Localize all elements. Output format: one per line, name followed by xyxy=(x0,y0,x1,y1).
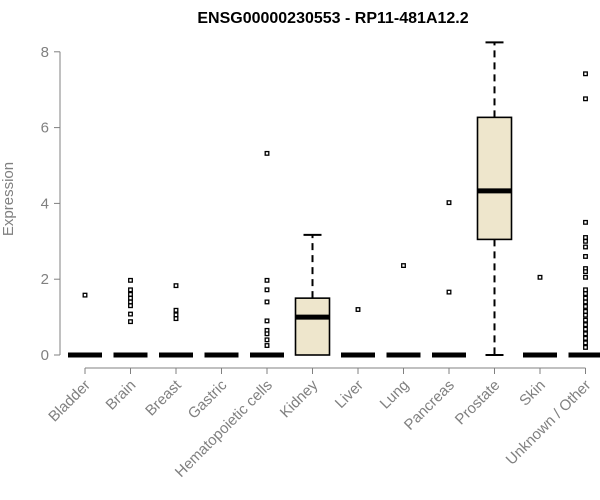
y-axis-label: Expression xyxy=(0,162,17,236)
y-tick-label: 8 xyxy=(41,44,49,61)
outlier-point xyxy=(583,96,588,102)
box-11 xyxy=(568,71,600,358)
outlier-point xyxy=(173,312,179,318)
x-tick-label: Brain xyxy=(103,377,140,414)
outlier-point xyxy=(583,238,588,244)
outlier-point xyxy=(264,343,270,348)
box-2 xyxy=(159,283,193,358)
box-8 xyxy=(432,200,466,358)
box-5 xyxy=(294,233,331,356)
x-tick-label: Pancreas xyxy=(401,377,458,434)
box-9 xyxy=(476,41,513,356)
y-tick-label: 0 xyxy=(41,347,49,364)
outlier-point xyxy=(583,71,588,77)
outlier-point xyxy=(128,277,133,283)
outlier-point xyxy=(583,295,588,301)
x-tick-label: Skin xyxy=(516,377,549,410)
outlier-point xyxy=(264,150,270,156)
x-tick-label: Breast xyxy=(142,376,185,419)
outlier-point xyxy=(583,344,588,350)
x-tick-label: Unknown / Other xyxy=(503,377,595,469)
outlier-point xyxy=(173,316,179,322)
box-body xyxy=(476,116,513,241)
outlier-point xyxy=(173,283,179,289)
outlier-point xyxy=(583,291,588,297)
outlier-point xyxy=(583,235,588,240)
boxes xyxy=(68,41,600,358)
x-tick-label: Bladder xyxy=(45,377,94,426)
outlier-point xyxy=(583,308,588,314)
x-tick-label: Prostate xyxy=(452,377,504,429)
outlier-point xyxy=(173,307,179,313)
outlier-point xyxy=(583,219,588,225)
x-tick-label: Kidney xyxy=(277,376,322,421)
box-7 xyxy=(386,263,421,358)
outlier-point xyxy=(583,317,588,323)
outlier-point xyxy=(264,331,270,337)
outlier-point xyxy=(128,319,133,325)
x-tick-label: Lung xyxy=(377,377,413,413)
box-0 xyxy=(68,292,102,358)
outlier-point xyxy=(583,254,588,259)
outlier-point xyxy=(583,340,588,346)
outlier-point xyxy=(264,287,270,293)
chart-title: ENSG00000230553 - RP11-481A12.2 xyxy=(197,10,468,27)
outlier-point xyxy=(264,318,270,324)
outlier-point xyxy=(583,287,588,293)
outlier-point xyxy=(583,335,588,341)
outlier-point xyxy=(264,299,270,305)
box-6 xyxy=(341,307,375,358)
outlier-point xyxy=(446,289,452,295)
x-tick-label: Liver xyxy=(332,377,367,412)
outlier-point xyxy=(128,287,133,293)
y-tick-label: 4 xyxy=(41,195,49,212)
outlier-point xyxy=(583,274,588,280)
outlier-point xyxy=(128,311,133,317)
outlier-point xyxy=(583,244,588,250)
box-body xyxy=(294,297,331,356)
box-10 xyxy=(523,274,557,358)
outlier-point xyxy=(82,292,88,298)
outlier-point xyxy=(355,307,361,312)
outlier-point xyxy=(401,263,406,269)
outlier-point xyxy=(264,337,270,343)
box-1 xyxy=(113,277,148,358)
outlier-point xyxy=(128,299,133,305)
box-4 xyxy=(250,150,284,358)
y-tick-label: 2 xyxy=(41,271,49,288)
outlier-point xyxy=(446,200,452,206)
outlier-point xyxy=(583,299,588,305)
outlier-point xyxy=(583,269,588,275)
outlier-point xyxy=(128,303,133,309)
y-axis: 0 2 4 6 8 xyxy=(41,44,61,364)
y-tick-label: 6 xyxy=(41,120,49,137)
outlier-point xyxy=(583,304,588,309)
outlier-point xyxy=(583,326,588,332)
outlier-point xyxy=(583,322,588,328)
outlier-point xyxy=(583,331,588,337)
outlier-point xyxy=(128,291,133,297)
outlier-point xyxy=(264,277,270,283)
outlier-point xyxy=(583,312,588,318)
outlier-point xyxy=(128,295,133,301)
outlier-point xyxy=(537,274,543,280)
